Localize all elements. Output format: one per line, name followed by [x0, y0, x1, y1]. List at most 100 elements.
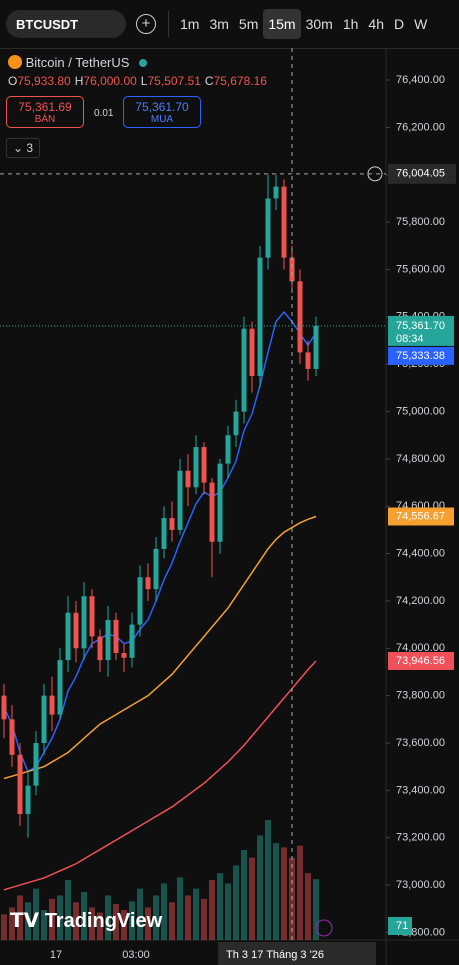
candle-body — [145, 577, 151, 590]
candle-body — [9, 719, 15, 755]
y-tick-label: 75,600.00 — [396, 263, 445, 275]
price-label-box — [388, 346, 454, 365]
volume-bar — [241, 850, 247, 940]
status-dot — [139, 59, 148, 67]
indicators-toggle[interactable]: ⌄ 3 — [6, 138, 41, 158]
candle-body — [137, 577, 143, 625]
y-tick-label: 75,000.00 — [396, 405, 445, 417]
y-tick-label: 73,600.00 — [396, 737, 445, 749]
watermark-text: TradingView — [44, 910, 163, 932]
price-label: 75,333.38 — [396, 350, 445, 362]
candle-body — [105, 619, 111, 661]
ohlc: O75,933.80 H76,000.00 L75,507.51 C75,678.16 — [8, 74, 267, 88]
candle-body — [97, 636, 103, 661]
candle-body — [89, 596, 95, 637]
volume-bar — [233, 865, 239, 940]
y-tick-label: 73,200.00 — [396, 832, 445, 844]
buy-label: MUA — [150, 114, 174, 125]
volume-bar — [313, 879, 319, 940]
candle-body — [73, 612, 79, 649]
moving-average — [3, 515, 317, 780]
separator — [168, 11, 169, 37]
volume-bar — [201, 898, 207, 940]
moving-average — [3, 310, 317, 773]
volume-bar — [305, 873, 311, 940]
volume-bar — [177, 877, 183, 940]
candle-body — [17, 754, 23, 815]
timeframe-button[interactable]: 5m — [238, 16, 259, 32]
candle-body — [313, 325, 319, 369]
candle-body — [193, 447, 199, 488]
last-price: 75,361.70 — [396, 320, 445, 332]
price-label-box — [388, 651, 454, 670]
sell-button[interactable]: 75,361.69 BÁN — [6, 96, 84, 128]
candle-body — [249, 328, 255, 377]
timeframe-button[interactable]: 1h — [342, 16, 359, 32]
y-tick-label: 76,000.00 — [396, 169, 445, 181]
volume-bar — [257, 835, 263, 940]
timeframe-button[interactable]: 1m — [180, 16, 200, 32]
candle-body — [113, 619, 119, 654]
candle-body — [233, 411, 239, 436]
candle-body — [225, 435, 231, 464]
candle-body — [297, 281, 303, 353]
candle-body — [41, 695, 47, 744]
candle-body — [65, 612, 71, 661]
volume-bar — [193, 888, 199, 940]
ohlc-key: L — [140, 74, 148, 88]
candle-body — [25, 785, 31, 815]
ohlc-value: 75,678.16 — [213, 74, 267, 88]
indicator-count: 3 — [26, 141, 34, 155]
price-label: 74,556.67 — [396, 510, 445, 522]
candle-body — [1, 695, 7, 720]
moving-average — [3, 660, 317, 891]
candle-body — [201, 447, 207, 483]
price-label: 73,946.56 — [396, 655, 445, 667]
y-tick-label: 72,800.00 — [396, 926, 445, 938]
y-tick-label: 74,400.00 — [396, 548, 445, 560]
timeframe-button[interactable]: 3m — [209, 16, 229, 32]
tv-logo: 𝗧𝗩 — [10, 910, 45, 932]
timeframe-button[interactable]: 15m — [263, 9, 301, 39]
volume-bar — [281, 847, 287, 940]
ohlc-value: 75,933.80 — [17, 74, 71, 88]
y-tick-label: 73,000.00 — [396, 879, 445, 891]
volume-bar — [273, 843, 279, 940]
compare-button[interactable]: + — [136, 14, 156, 34]
candle-body — [177, 470, 183, 530]
candle-body — [217, 463, 223, 542]
candle-body — [81, 596, 87, 649]
volume-bar — [185, 895, 191, 940]
crosshair-time: Th 3 17 Tháng 3 '26 — [226, 949, 324, 961]
candle-body — [169, 518, 175, 530]
symbol-search[interactable]: BTCUSDT — [6, 10, 126, 38]
candle-body — [241, 328, 247, 412]
timeframe-button[interactable]: 4h — [368, 16, 384, 32]
volume-bar — [265, 820, 271, 940]
timeframe-button[interactable]: 30m — [305, 16, 333, 32]
buy-price: 75,361.70 — [135, 100, 189, 114]
coin-icon — [8, 55, 22, 69]
toolbar: BTCUSDT + 1m 3m 5m 15m 30m 1h 4h D W — [0, 0, 459, 49]
candle-body — [209, 482, 215, 542]
ohlc-key: O — [8, 74, 18, 88]
volume-bar — [225, 883, 231, 940]
candle-body — [289, 257, 295, 282]
candle-body — [265, 198, 271, 258]
candle-body — [57, 660, 63, 715]
timeframe-button[interactable]: D — [393, 16, 405, 32]
price-label-box — [388, 507, 454, 526]
y-tick-label: 73,400.00 — [396, 784, 445, 796]
candle-body — [121, 653, 127, 658]
watermark: 𝗧𝗩 TradingView — [10, 908, 162, 933]
symbol-title: Bitcoin / TetherUS — [25, 55, 130, 70]
candle-body — [305, 352, 311, 369]
y-tick-label: 76,200.00 — [396, 121, 445, 133]
ohlc-key: H — [74, 74, 84, 88]
buy-button[interactable]: 75,361.70 MUA — [123, 96, 201, 128]
candle-body — [273, 186, 279, 199]
y-tick-label: 73,800.00 — [396, 690, 445, 702]
y-tick-label: 75,800.00 — [396, 216, 445, 228]
timeframe-button[interactable]: W — [414, 16, 428, 32]
